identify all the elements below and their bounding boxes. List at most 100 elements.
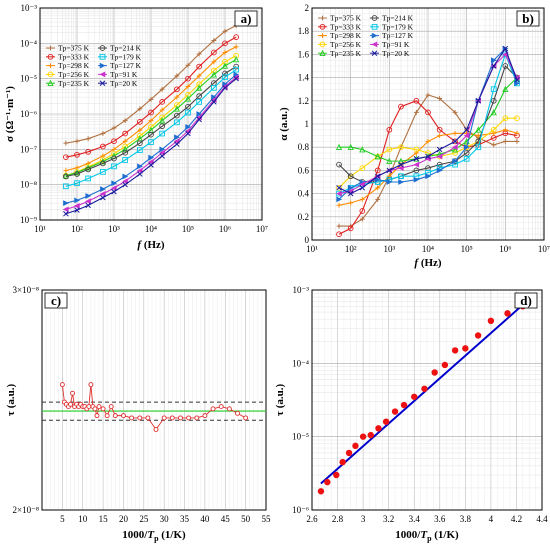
- data-point: [386, 173, 392, 179]
- data-point: [159, 146, 166, 153]
- x-tick-label: 3.2: [383, 514, 394, 524]
- data-point: [122, 118, 128, 124]
- data-point: [159, 86, 165, 92]
- data-point: [174, 73, 180, 79]
- legend-marker: [371, 50, 378, 56]
- data-point: [159, 117, 166, 124]
- x-tick-label: 55: [262, 514, 272, 524]
- data-point: [398, 161, 404, 168]
- y-tick-label: 10⁻³: [293, 285, 310, 295]
- series-line: [338, 100, 518, 235]
- data-point: [374, 167, 381, 174]
- data-point: [111, 155, 117, 162]
- data-point: [148, 109, 154, 116]
- legend-entry: Tp=214 K: [382, 14, 414, 23]
- data-point: [359, 433, 367, 440]
- data-point: [196, 111, 203, 117]
- y-axis-label: σ (Ω⁻¹·m⁻¹): [4, 86, 16, 142]
- data-point: [96, 404, 102, 410]
- data-point: [218, 404, 224, 410]
- data-point: [436, 167, 443, 174]
- series-line: [65, 66, 237, 178]
- legend-entry: Tp=235 K: [58, 79, 90, 88]
- data-point: [490, 57, 497, 64]
- data-point: [173, 105, 180, 112]
- data-point: [233, 75, 239, 82]
- x-tick-label: 10²: [71, 224, 83, 234]
- y-tick-label: 10⁻⁸: [20, 180, 37, 190]
- data-point: [474, 332, 482, 339]
- data-point: [63, 183, 69, 190]
- data-point: [336, 223, 342, 229]
- data-point: [159, 114, 165, 121]
- series-tp-375-k: [63, 23, 239, 146]
- data-point: [359, 216, 365, 222]
- data-point: [186, 415, 192, 421]
- data-point: [347, 225, 354, 232]
- y-tick-label: 3×10⁻⁸: [13, 285, 39, 295]
- x-axis-label: 1000/Tp (1/K): [395, 529, 459, 543]
- y-tick-label: 10⁻⁶: [292, 505, 309, 515]
- data-point: [425, 150, 431, 156]
- data-point: [347, 184, 354, 191]
- data-point: [421, 385, 428, 392]
- x-tick-label: 45: [221, 514, 231, 524]
- y-tick-label: 10⁻⁹: [20, 215, 37, 225]
- data-point: [100, 160, 106, 167]
- data-point: [153, 427, 159, 432]
- x-tick-label: 4.2: [511, 514, 522, 524]
- data-point: [221, 62, 229, 69]
- data-point: [347, 190, 354, 197]
- data-point: [502, 127, 508, 133]
- y-tick-label: 1.8: [298, 26, 310, 36]
- data-point: [374, 176, 381, 183]
- data-point: [222, 40, 228, 47]
- legend-entry: Tp=179 K: [110, 52, 142, 61]
- data-point: [74, 151, 80, 158]
- data-point: [347, 173, 354, 180]
- data-point: [159, 149, 165, 156]
- data-point: [397, 157, 405, 164]
- data-point: [233, 44, 239, 50]
- legend-marker: [48, 45, 53, 51]
- chart-panel-c: 5 10 15 20 25 30 35 40 45 50 55 2×10⁻⁸ 3×10⁻⁸ c) 1000/…: [5, 285, 271, 543]
- x-tick-label: 2.6: [306, 514, 318, 524]
- data-point: [425, 109, 431, 116]
- chart-panel-a: 10¹ 10² 10³ 10⁴ 10⁵ 10⁶ 10⁷ 10⁻⁹ 10⁻⁸ 10⁻⁷ 10⁻⁶ 10⁻…: [4, 3, 268, 251]
- data-point: [451, 146, 459, 153]
- data-point: [336, 196, 343, 203]
- x-tick-label: 10¹: [34, 224, 46, 234]
- data-point: [94, 413, 100, 419]
- series-tp-214-k: [63, 63, 239, 180]
- data-point: [100, 194, 106, 201]
- data-point: [74, 171, 80, 177]
- data-point: [108, 404, 114, 410]
- data-point: [148, 154, 155, 161]
- legend-marker: [319, 41, 326, 48]
- data-point: [211, 59, 217, 65]
- x-tick-label: 4: [489, 514, 494, 524]
- data-point: [111, 189, 117, 195]
- series-line: [65, 58, 237, 177]
- y-tick-label: 10⁻⁷: [20, 144, 37, 154]
- legend-entry: Tp=333 K: [58, 52, 90, 61]
- data-point: [413, 161, 420, 168]
- data-point: [243, 415, 249, 421]
- data-point: [185, 103, 191, 110]
- data-point: [85, 164, 92, 171]
- panel-label: a): [241, 11, 252, 26]
- legend-marker: [371, 15, 378, 21]
- x-tick-label: 5: [60, 514, 65, 524]
- legend-entry: Tp=214 K: [110, 44, 142, 53]
- y-tick-label: 2×10⁻⁸: [13, 505, 39, 515]
- data-point: [159, 123, 165, 130]
- data-point: [235, 410, 240, 416]
- data-point: [386, 146, 393, 153]
- data-point: [161, 415, 167, 421]
- data-point: [233, 56, 240, 63]
- data-point: [375, 425, 382, 432]
- data-point: [451, 347, 459, 354]
- legend-marker: [99, 53, 106, 60]
- y-axis-label: α (a.u.): [278, 107, 290, 141]
